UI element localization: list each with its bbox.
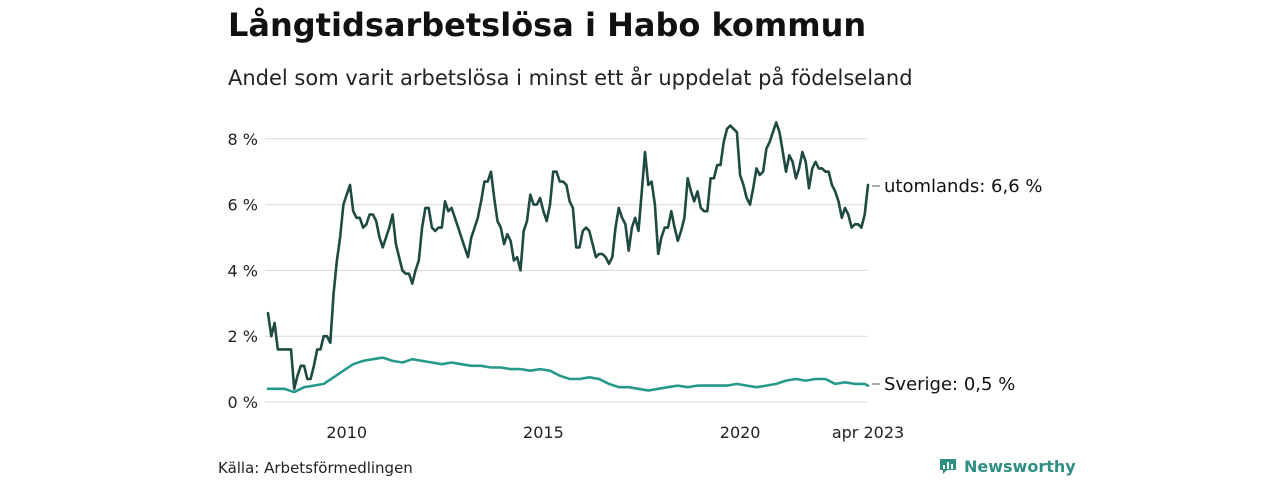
gridlines [265, 138, 868, 403]
y-axis-ticks: 0 % 2 % 4 % 6 % 8 % [228, 130, 258, 412]
x-tick-label: 2020 [720, 423, 761, 442]
x-tick-label: 2015 [523, 423, 564, 442]
line-chart: 0 % 2 % 4 % 6 % 8 % 2010 2015 2020 apr 2023 uto… [228, 121, 1043, 442]
series-lines [266, 121, 870, 394]
brand-name: Newsworthy [964, 456, 1076, 476]
y-tick-label: 6 % [228, 196, 258, 215]
brand: Newsworthy [938, 456, 1076, 476]
y-tick-label: 8 % [228, 130, 258, 149]
x-tick-label: apr 2023 [832, 423, 904, 442]
chart-title: Långtidsarbetslösa i Habo kommun [228, 6, 867, 44]
y-tick-label: 4 % [228, 261, 258, 280]
y-tick-label: 0 % [228, 393, 258, 412]
x-axis-ticks: 2010 2015 2020 apr 2023 [326, 423, 904, 442]
end-label-sverige: Sverige: 0,5 % [884, 374, 1015, 395]
source-note: Källa: Arbetsförmedlingen [218, 459, 413, 477]
x-tick-label: 2010 [326, 423, 367, 442]
chart-subtitle: Andel som varit arbetslösa i minst ett å… [228, 66, 913, 90]
series-line-utomlands [266, 121, 870, 391]
end-labels: utomlands: 6,6 % Sverige: 0,5 % [872, 176, 1043, 395]
newsworthy-logo-icon [940, 459, 956, 474]
y-tick-label: 2 % [228, 327, 258, 346]
series-line-sverige [266, 356, 870, 394]
end-label-utomlands: utomlands: 6,6 % [884, 176, 1043, 197]
